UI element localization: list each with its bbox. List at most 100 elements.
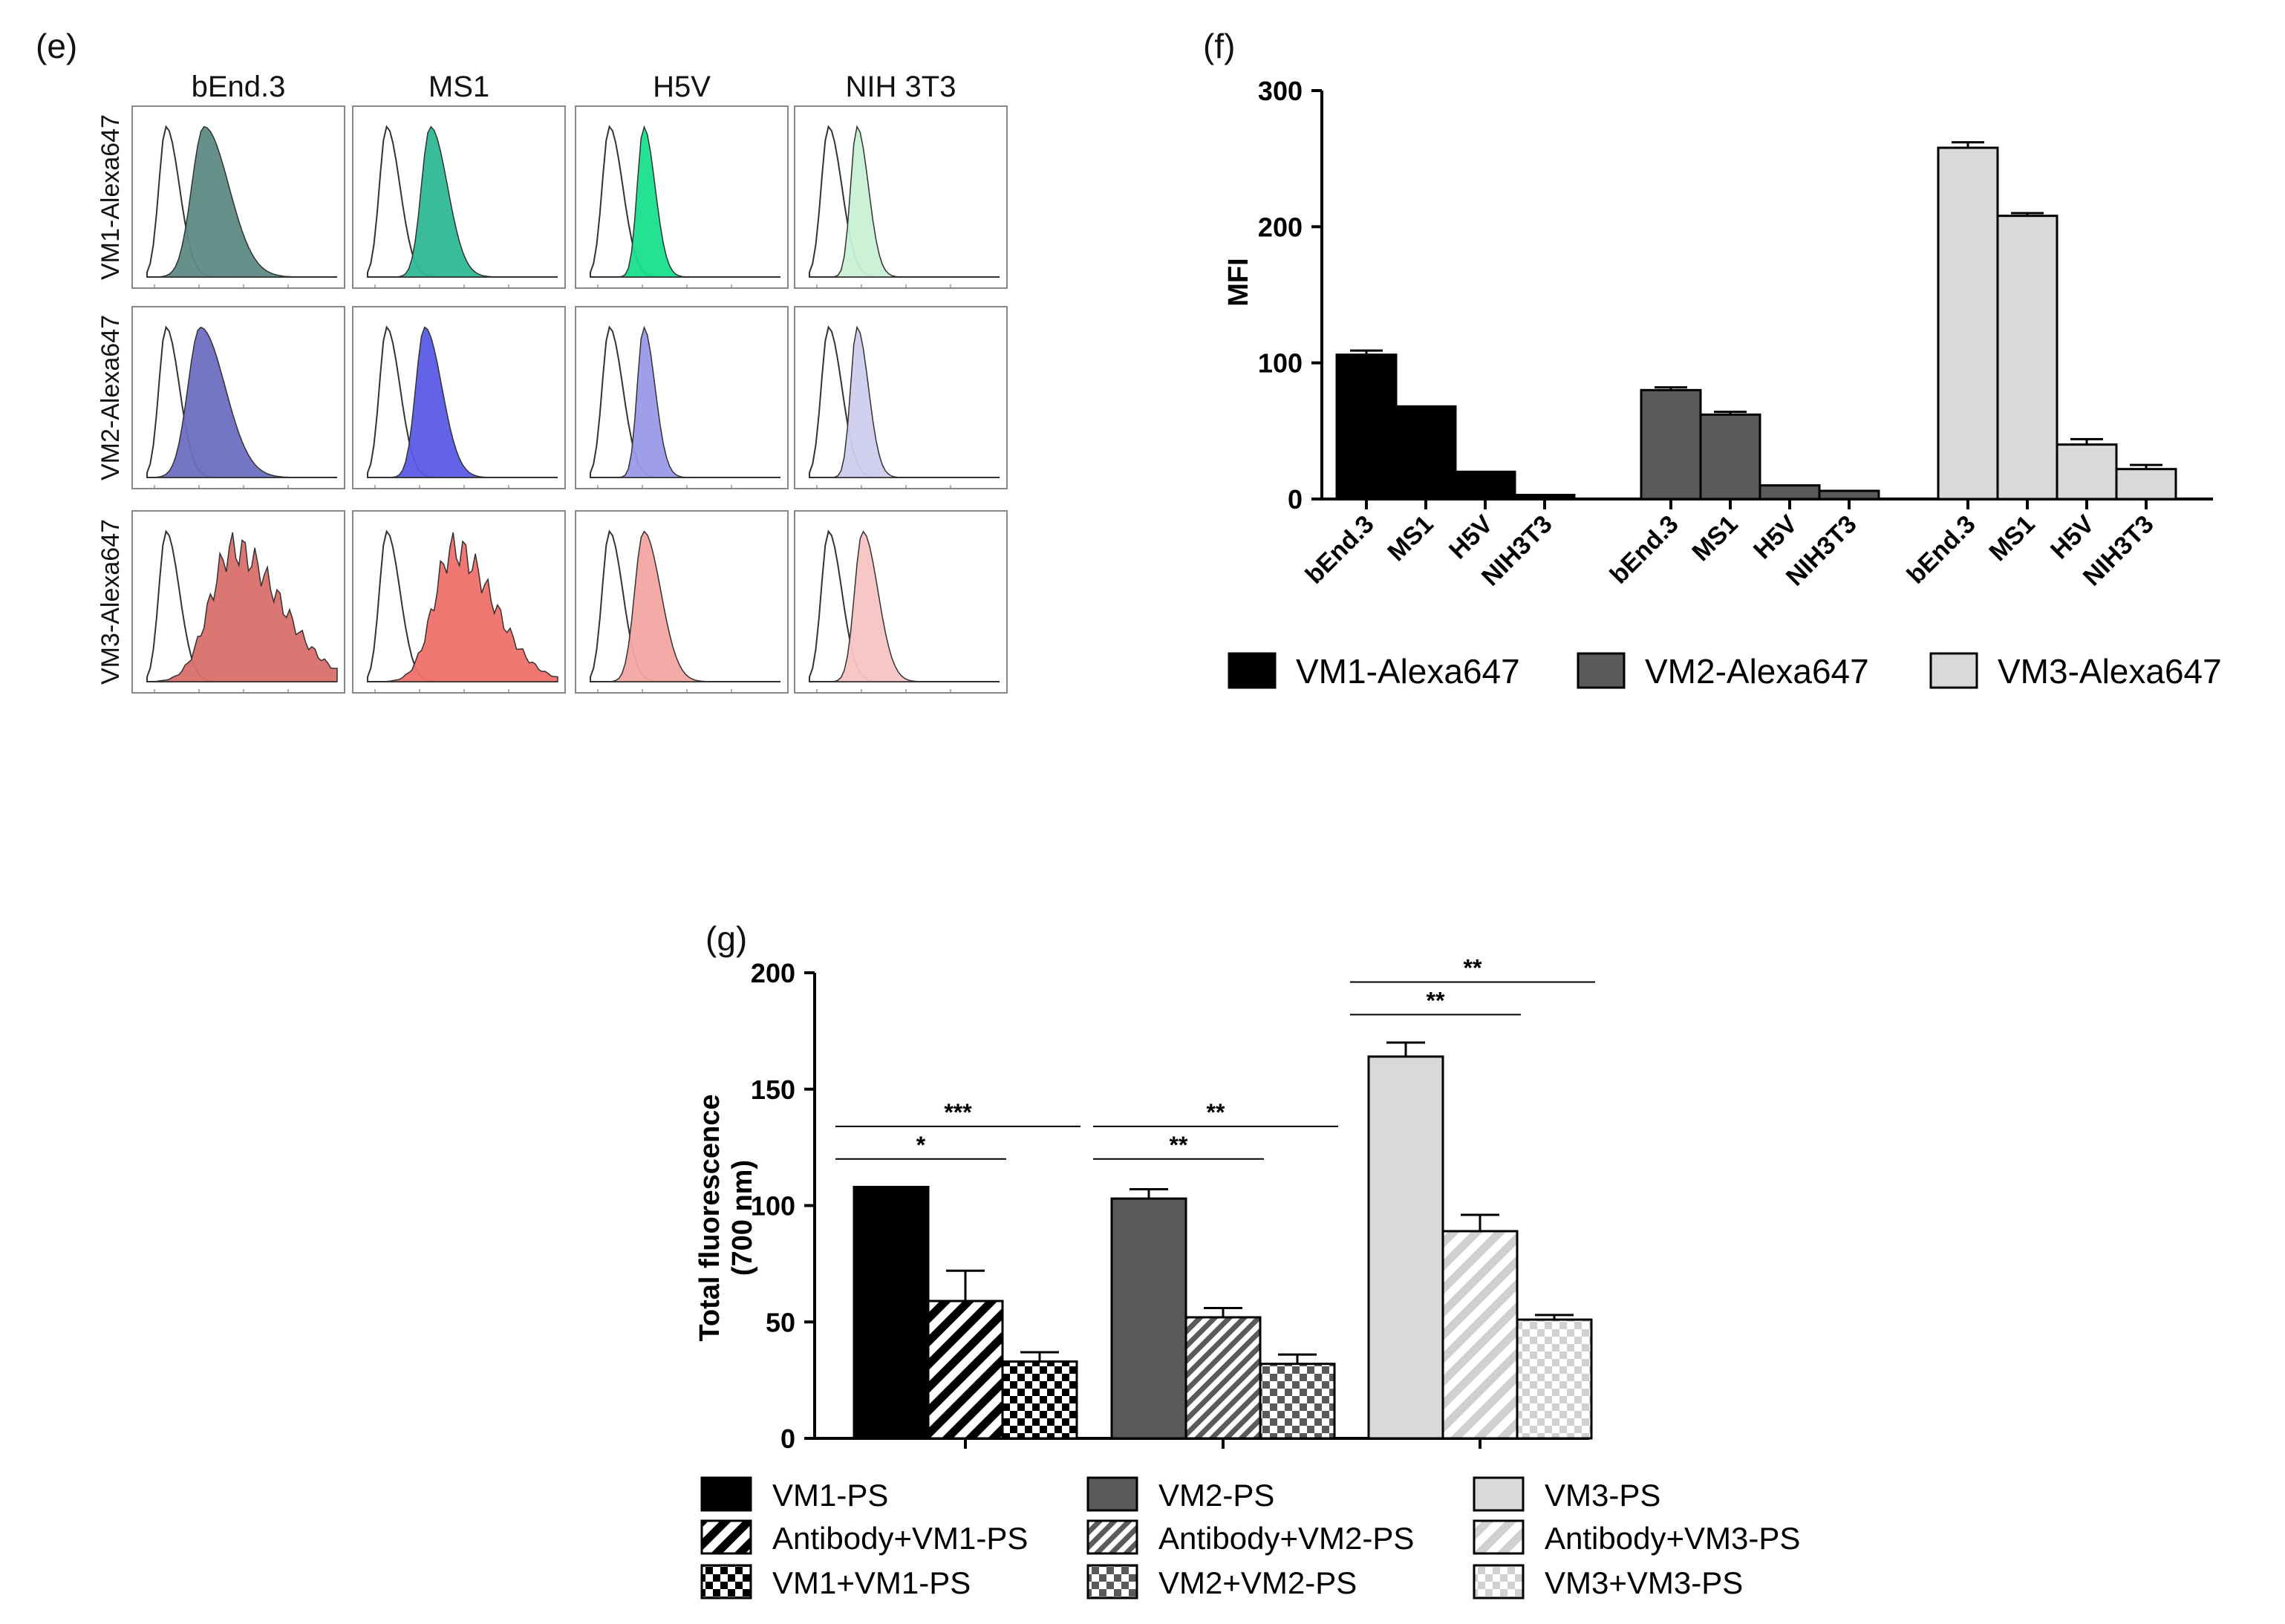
bar [1516, 1318, 1593, 1440]
x-tick-label: MS1 [1686, 510, 1743, 567]
y-axis-title-line: Total fluorescence [694, 1095, 726, 1342]
legend-swatch [1577, 652, 1626, 689]
legend-label: VM2-Alexa647 [1645, 652, 1869, 691]
stained-histogram [590, 125, 780, 278]
histogram-cell [131, 105, 345, 289]
legend-swatch [700, 1519, 752, 1555]
histogram-frame [794, 306, 1008, 489]
legend-swatch [1086, 1519, 1138, 1555]
histogram-cell [131, 510, 345, 694]
x-tick-label: bEnd.3 [1902, 510, 1981, 590]
histogram-cell [352, 510, 566, 694]
stained-histogram [146, 532, 338, 682]
legend-swatch [700, 1476, 752, 1512]
legend-swatch [1473, 1564, 1525, 1599]
bar [1259, 1363, 1336, 1440]
panel-g-label: (g) [705, 919, 747, 958]
legend-swatch [1473, 1476, 1525, 1512]
y-tick-label: 0 [1288, 484, 1303, 515]
bar [1110, 1197, 1187, 1440]
histogram-cell [575, 105, 789, 289]
panel-f-label: (f) [1203, 27, 1235, 65]
y-tick-label: 100 [1258, 348, 1303, 379]
bar [1001, 1360, 1078, 1440]
bar [1758, 484, 1821, 500]
x-tick-label: MS1 [1984, 510, 2040, 567]
panel-e-label: (e) [36, 27, 77, 65]
bar [1640, 388, 1702, 500]
bar [1335, 353, 1398, 500]
bar [1937, 146, 1999, 500]
legend-label: Antibody+VM3-PS [1545, 1521, 1800, 1556]
panel-f-y-axis-title: MFI [1223, 258, 1254, 306]
panel-e-column-title: NIH 3T3 [846, 71, 956, 103]
histogram-cell [575, 510, 789, 694]
significance-label: ** [1170, 1132, 1188, 1158]
stained-histogram [809, 530, 1000, 682]
legend-label: VM3+VM3-PS [1545, 1565, 1743, 1600]
histogram-frame [575, 105, 789, 289]
panel-e-column-title: MS1 [428, 71, 489, 103]
panel-g-bars [853, 1041, 1593, 1440]
bar [1818, 489, 1880, 500]
significance-label: ** [1464, 955, 1482, 982]
panel-f-bars [1335, 141, 2177, 500]
y-tick-label: 300 [1258, 76, 1303, 106]
y-axis-title-line: (700 nm) [727, 1160, 758, 1276]
panel-e-row-title: VM1-Alexa647 [97, 114, 125, 280]
legend-label: VM3-Alexa647 [1998, 652, 2222, 691]
legend-label: VM3-PS [1545, 1478, 1660, 1513]
histogram-frame [794, 510, 1008, 694]
bar [2056, 443, 2118, 500]
bar [1699, 413, 1761, 500]
histogram-frame [575, 306, 789, 489]
histogram-cell [131, 306, 345, 489]
significance-label: *** [944, 1099, 972, 1126]
y-tick-label: 100 [751, 1191, 795, 1222]
legend-swatch [700, 1564, 752, 1599]
x-tick-label: H5V [2045, 510, 2100, 565]
stained-histogram [146, 326, 337, 478]
x-tick-label: MS1 [1382, 510, 1438, 567]
histogram-cell [794, 510, 1008, 694]
significance-label: ** [1207, 1099, 1225, 1126]
panel-g-legend: VM1-PS Antibody+VM1-PS VM1+VM1-PS VM2-PS Ant… [700, 1476, 1800, 1600]
bar [1441, 1230, 1519, 1440]
legend-label: VM1+VM1-PS [772, 1565, 971, 1600]
panel-e-row-title: VM3-Alexa647 [97, 519, 125, 685]
histogram-frame [794, 105, 1008, 289]
y-tick-label: 200 [1258, 212, 1303, 242]
panel-f-legend: VM1-Alexa647 VM2-Alexa647 VM3-Alexa647 [1228, 652, 2222, 691]
panel-e-histogram-cells [131, 105, 1008, 694]
legend-swatch [1929, 652, 1978, 689]
significance-label: ** [1427, 987, 1445, 1014]
stained-histogram [809, 325, 1000, 478]
legend-label: Antibody+VM1-PS [772, 1521, 1028, 1556]
legend-label: VM1-Alexa647 [1296, 652, 1520, 691]
panel-e-column-title: bEnd.3 [192, 71, 286, 103]
bar [1395, 405, 1457, 500]
bar [1513, 494, 1576, 500]
stained-histogram [147, 125, 337, 278]
stained-histogram [368, 532, 558, 682]
bar [1454, 470, 1516, 500]
bar [927, 1299, 1004, 1440]
histogram-frame [575, 510, 789, 694]
legend-label: Antibody+VM2-PS [1158, 1521, 1414, 1556]
legend-label: VM1-PS [772, 1478, 888, 1513]
panel-e-column-title: H5V [653, 71, 711, 103]
x-tick-label: H5V [1748, 510, 1803, 565]
panel-g-y-axis-title: Total fluorescence(700 nm) [694, 1095, 758, 1342]
bar [1184, 1316, 1262, 1440]
panel-g-chart: (g) Total fluorescence(700 nm) 0 50 100 150… [694, 919, 1800, 1600]
y-tick-label: 50 [766, 1307, 795, 1337]
bar [1367, 1055, 1444, 1440]
bar [2115, 468, 2177, 500]
y-tick-label: 0 [780, 1424, 795, 1454]
legend-swatch [1086, 1564, 1138, 1599]
panel-e-histogram-grid: (e) bEnd.3 MS1 H5V NIH 3T3 VM1-Alexa647 VM2-… [36, 27, 1008, 694]
bar [853, 1185, 930, 1440]
stained-histogram [368, 125, 558, 278]
panel-g-significance: ************ [835, 955, 1595, 1160]
